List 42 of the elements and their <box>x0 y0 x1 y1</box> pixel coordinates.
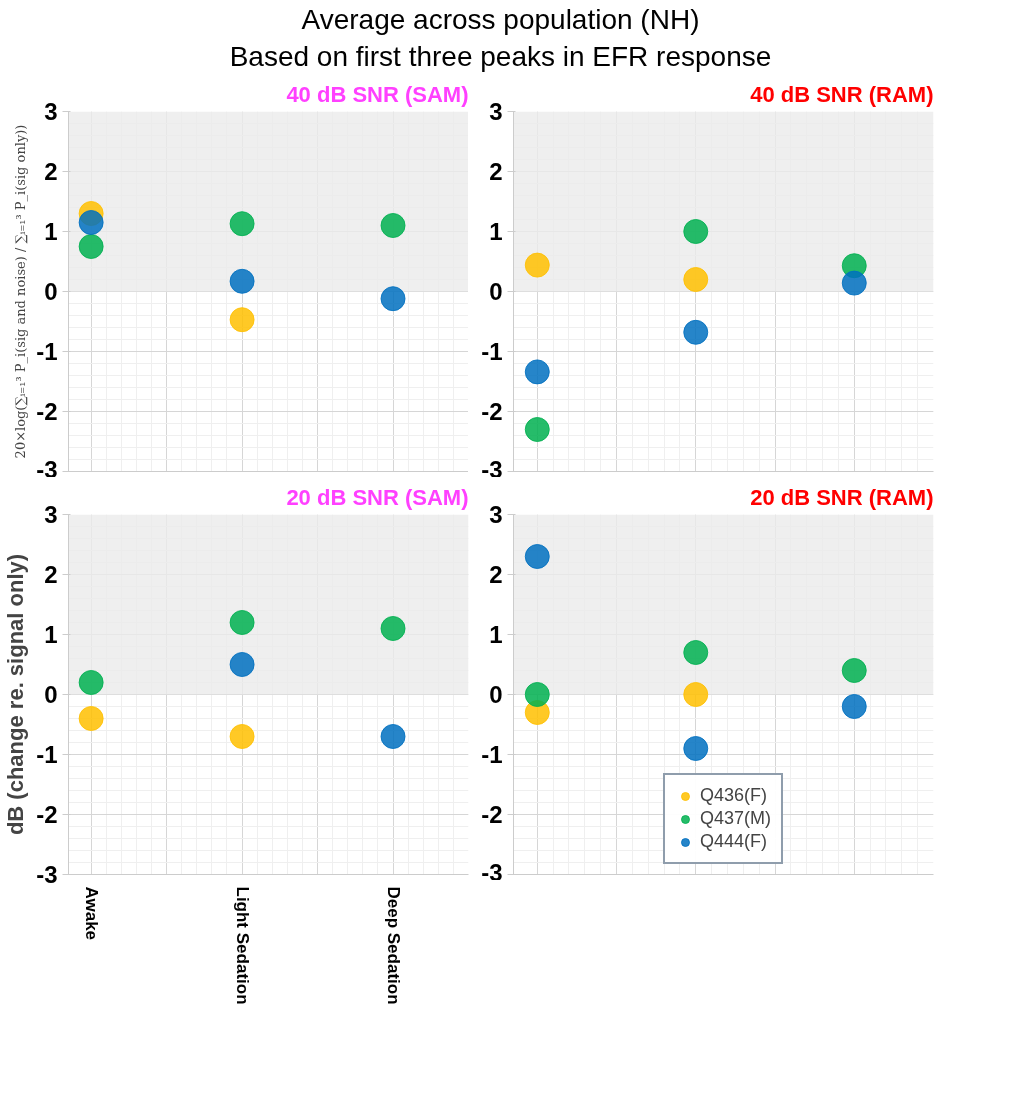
chart-title: 40 dB SNR (RAM) <box>750 81 934 107</box>
y-tick-label: -2 <box>36 801 58 828</box>
y-tick-label: -3 <box>481 455 503 483</box>
y-tick-label: 1 <box>44 218 58 245</box>
chart-title: 40 dB SNR (SAM) <box>286 81 469 107</box>
legend-label: Q437(M) <box>699 808 772 829</box>
y-tick-label: 3 <box>489 501 503 528</box>
chart-title: 20 dB SNR (RAM) <box>750 484 934 510</box>
y-tick-label: -1 <box>36 741 58 768</box>
y-tick-label: -1 <box>481 338 503 365</box>
y-tick-label: 0 <box>489 681 503 708</box>
text: Based on first three peaks in EFR response <box>229 40 772 72</box>
x-tick-label: Deep Sedation <box>383 886 403 1005</box>
y-tick-label: -2 <box>481 398 503 425</box>
legend-label: Q436(F) <box>699 785 768 806</box>
y-tick-label: 3 <box>44 98 58 125</box>
y-tick-label: -1 <box>481 741 503 768</box>
y-axis-title: dB (change re. signal only) <box>3 553 29 836</box>
y-tick-label: 0 <box>489 278 503 305</box>
y-tick-label: 3 <box>489 98 503 125</box>
y-tick-label: -3 <box>481 858 503 886</box>
y-tick-label: 2 <box>489 158 503 185</box>
y-tick-label: 1 <box>44 621 58 648</box>
x-tick-label: Awake <box>81 886 101 941</box>
legend-label: Q444(F) <box>699 831 768 852</box>
text: Average across population (NH) <box>301 3 700 35</box>
y-tick-label: 3 <box>44 501 58 528</box>
y-tick-label: 1 <box>489 621 503 648</box>
y-tick-label: 0 <box>44 681 58 708</box>
y-tick-label: 1 <box>489 218 503 245</box>
y-tick-label: -2 <box>36 398 58 425</box>
y-tick-label: -1 <box>36 338 58 365</box>
y-tick-label: -3 <box>36 861 58 888</box>
chart-title: 20 dB SNR (SAM) <box>286 484 469 510</box>
y-tick-label: -2 <box>481 801 503 828</box>
x-tick-label: Light Sedation <box>232 886 252 1005</box>
y-tick-label: 2 <box>489 561 503 588</box>
y-tick-label: -3 <box>36 455 58 483</box>
y-tick-label: 0 <box>44 278 58 305</box>
y-axis-title: 20×log(∑ᵢ₌₁³ P_i(sig and noise) / ∑ᵢ₌₁³ P_i(sig only)) <box>13 124 29 459</box>
y-tick-label: 2 <box>44 158 58 185</box>
y-tick-label: 2 <box>44 561 58 588</box>
